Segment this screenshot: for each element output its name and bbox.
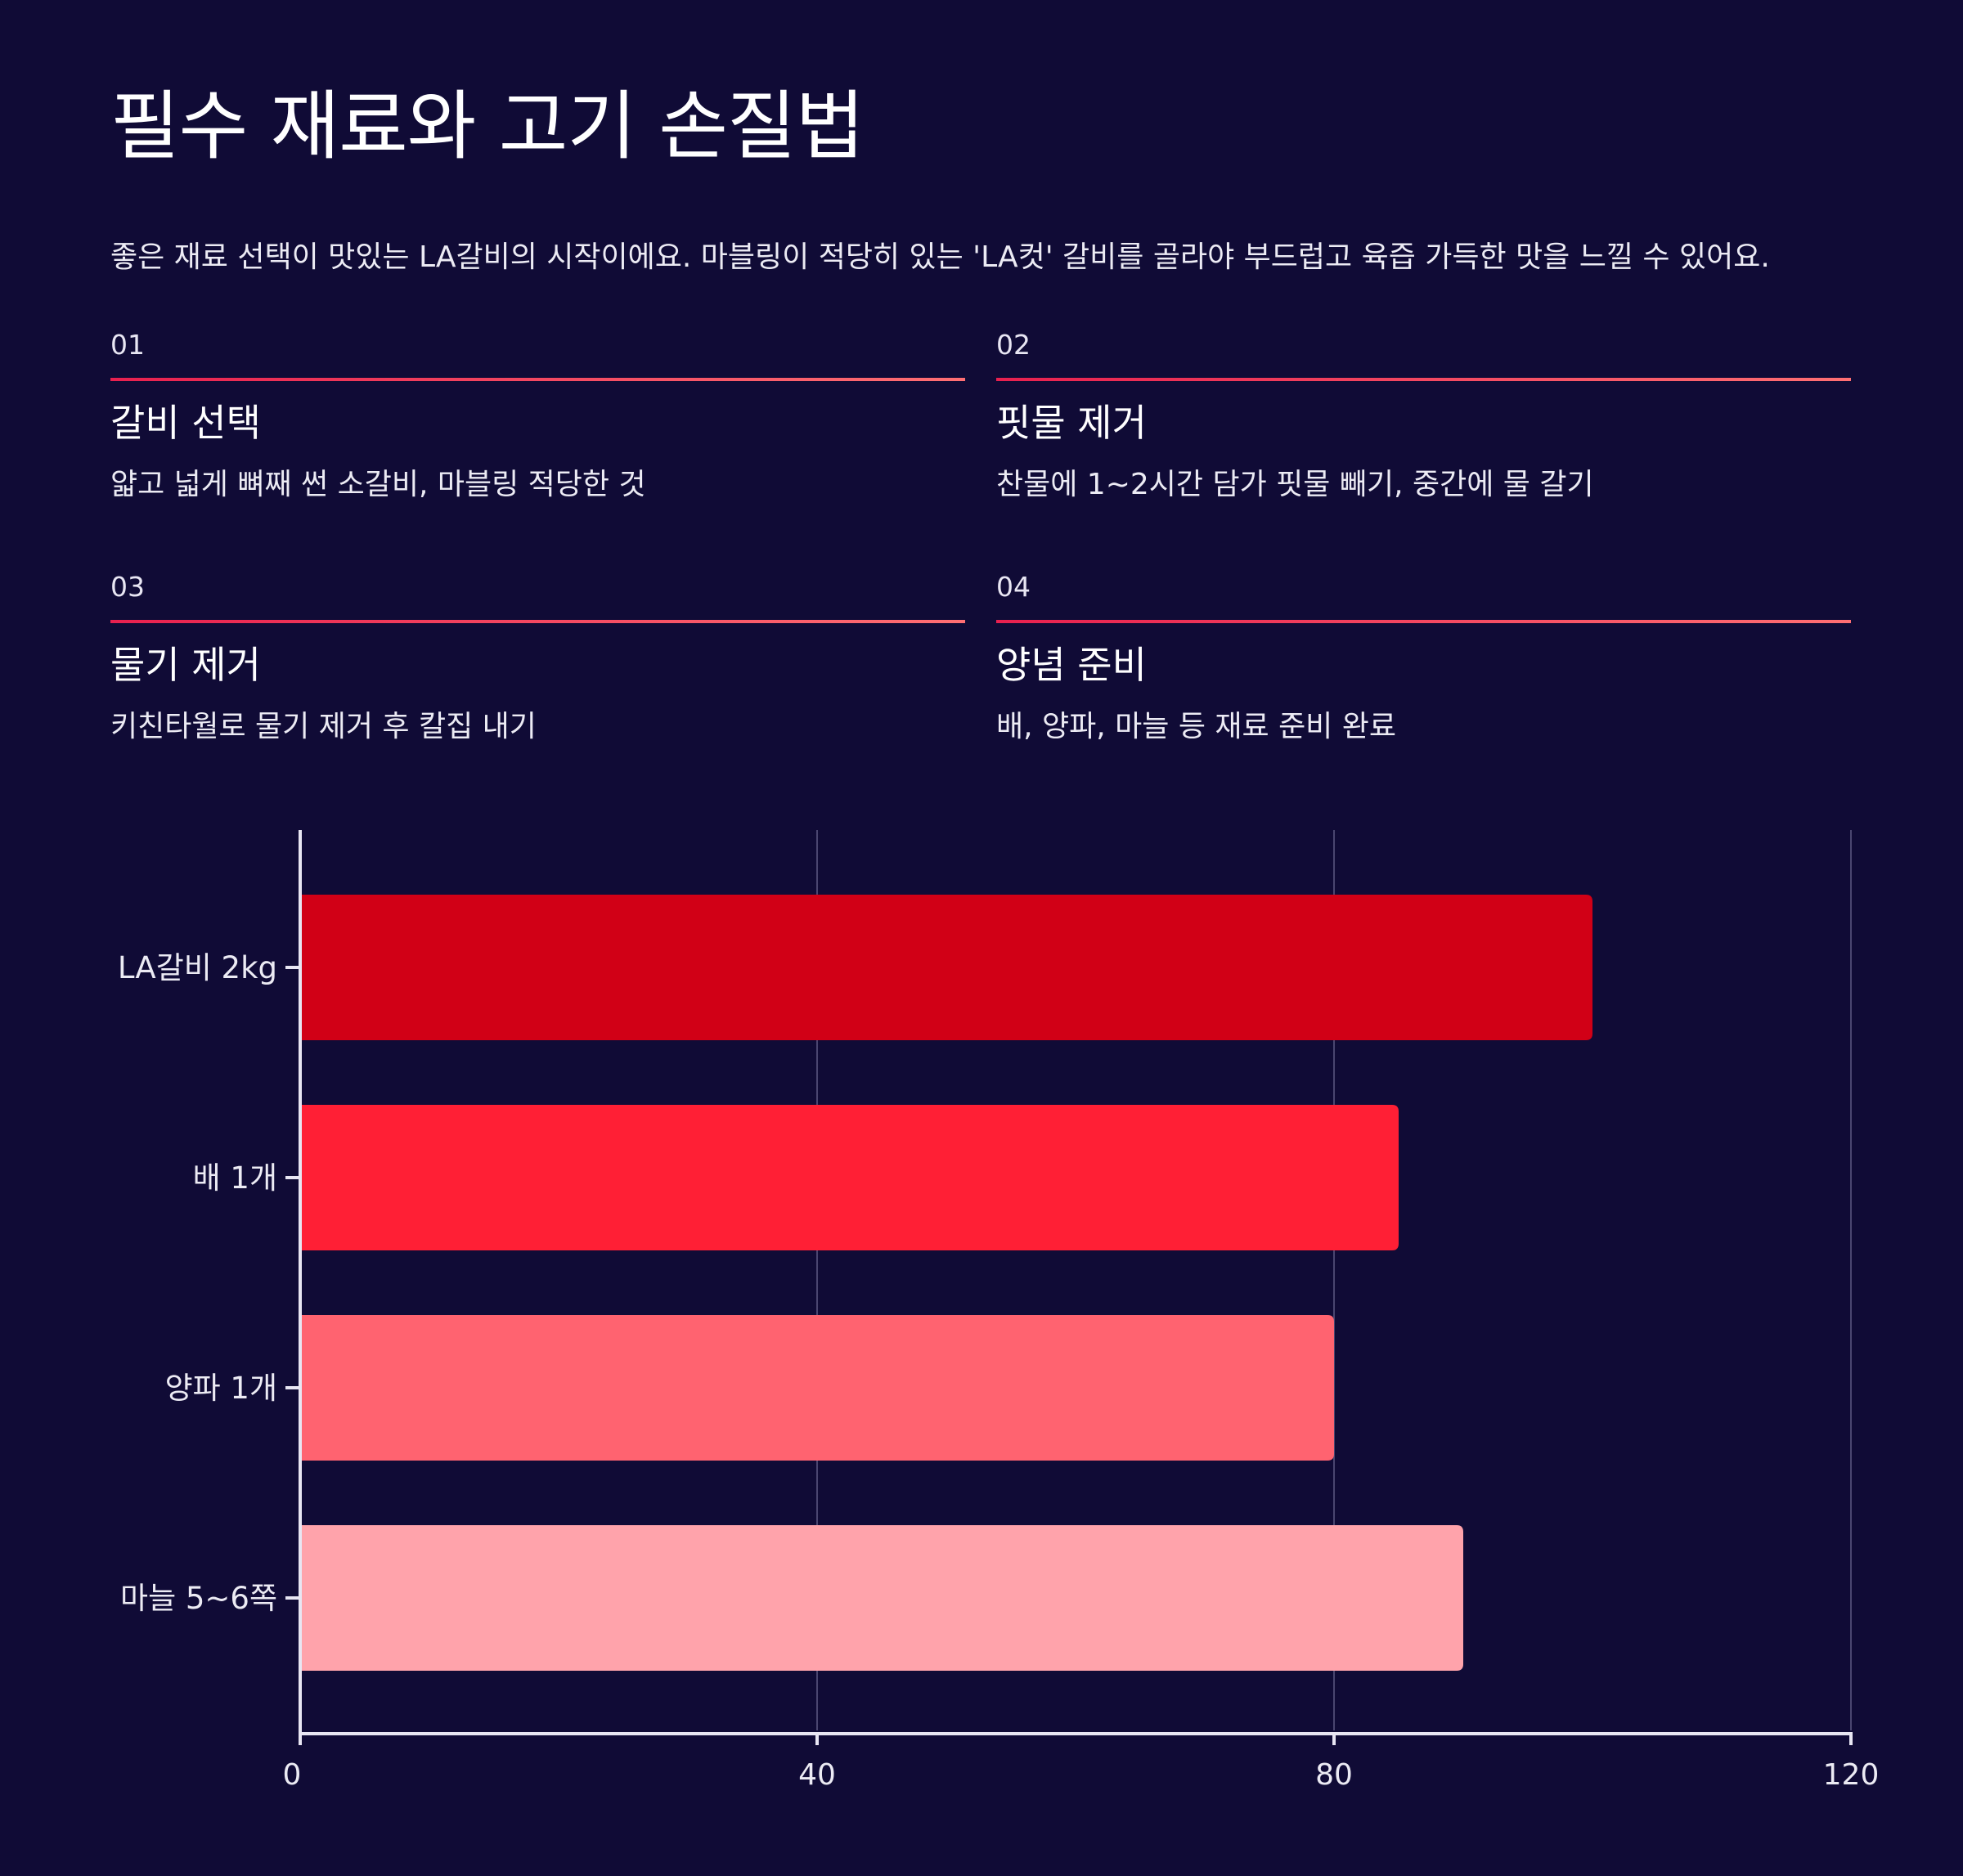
step-description: 얇고 넓게 뼈째 썬 소갈비, 마블링 적당한 것	[110, 467, 646, 501]
step-number: 03	[110, 571, 145, 603]
y-tick-label-0: LA갈비 2kg	[118, 950, 277, 985]
step-title: 양념 준비	[996, 643, 1147, 687]
step-number: 04	[996, 571, 1031, 603]
step-number: 01	[110, 329, 145, 361]
step-card-4: 04 양념 준비 배, 양파, 마늘 등 재료 준비 완료	[996, 571, 1851, 747]
step-divider	[110, 378, 965, 381]
step-card-3: 03 물기 제거 키친타월로 물기 제거 후 칼집 내기	[110, 571, 965, 747]
step-description: 배, 양파, 마늘 등 재료 준비 완료	[996, 709, 1396, 743]
bar-1	[300, 1105, 1399, 1250]
x-tick-label-1: 40	[798, 1758, 836, 1792]
step-card-2: 02 핏물 제거 찬물에 1~2시간 담가 핏물 빼기, 중간에 물 갈기	[996, 329, 1851, 505]
step-divider	[996, 378, 1851, 381]
x-tick-label-2: 80	[1315, 1758, 1353, 1792]
y-tick-label-2: 양파 1개	[165, 1371, 277, 1406]
step-description: 키친타월로 물기 제거 후 칼집 내기	[110, 709, 537, 743]
bar-3	[300, 1525, 1463, 1671]
step-card-1: 01 갈비 선택 얇고 넓게 뼈째 썬 소갈비, 마블링 적당한 것	[110, 329, 965, 505]
step-divider	[110, 620, 965, 623]
intro-text: 좋은 재료 선택이 맛있는 LA갈비의 시작이에요. 마블링이 적당히 있는 '…	[110, 240, 1770, 274]
x-tick-label-3: 120	[1823, 1758, 1880, 1792]
step-description: 찬물에 1~2시간 담가 핏물 빼기, 중간에 물 갈기	[996, 467, 1594, 501]
step-title: 핏물 제거	[996, 401, 1147, 445]
y-tick-label-1: 배 1개	[193, 1160, 277, 1196]
step-divider	[996, 620, 1851, 623]
page-title: 필수 재료와 고기 손질법	[110, 83, 865, 170]
bar-0	[300, 895, 1592, 1040]
bar-2	[300, 1315, 1334, 1461]
x-tick-label-0: 0	[283, 1758, 302, 1792]
step-title: 갈비 선택	[110, 401, 261, 445]
step-number: 02	[996, 329, 1031, 361]
step-title: 물기 제거	[110, 643, 261, 687]
y-tick-label-3: 마늘 5~6쪽	[120, 1581, 277, 1616]
